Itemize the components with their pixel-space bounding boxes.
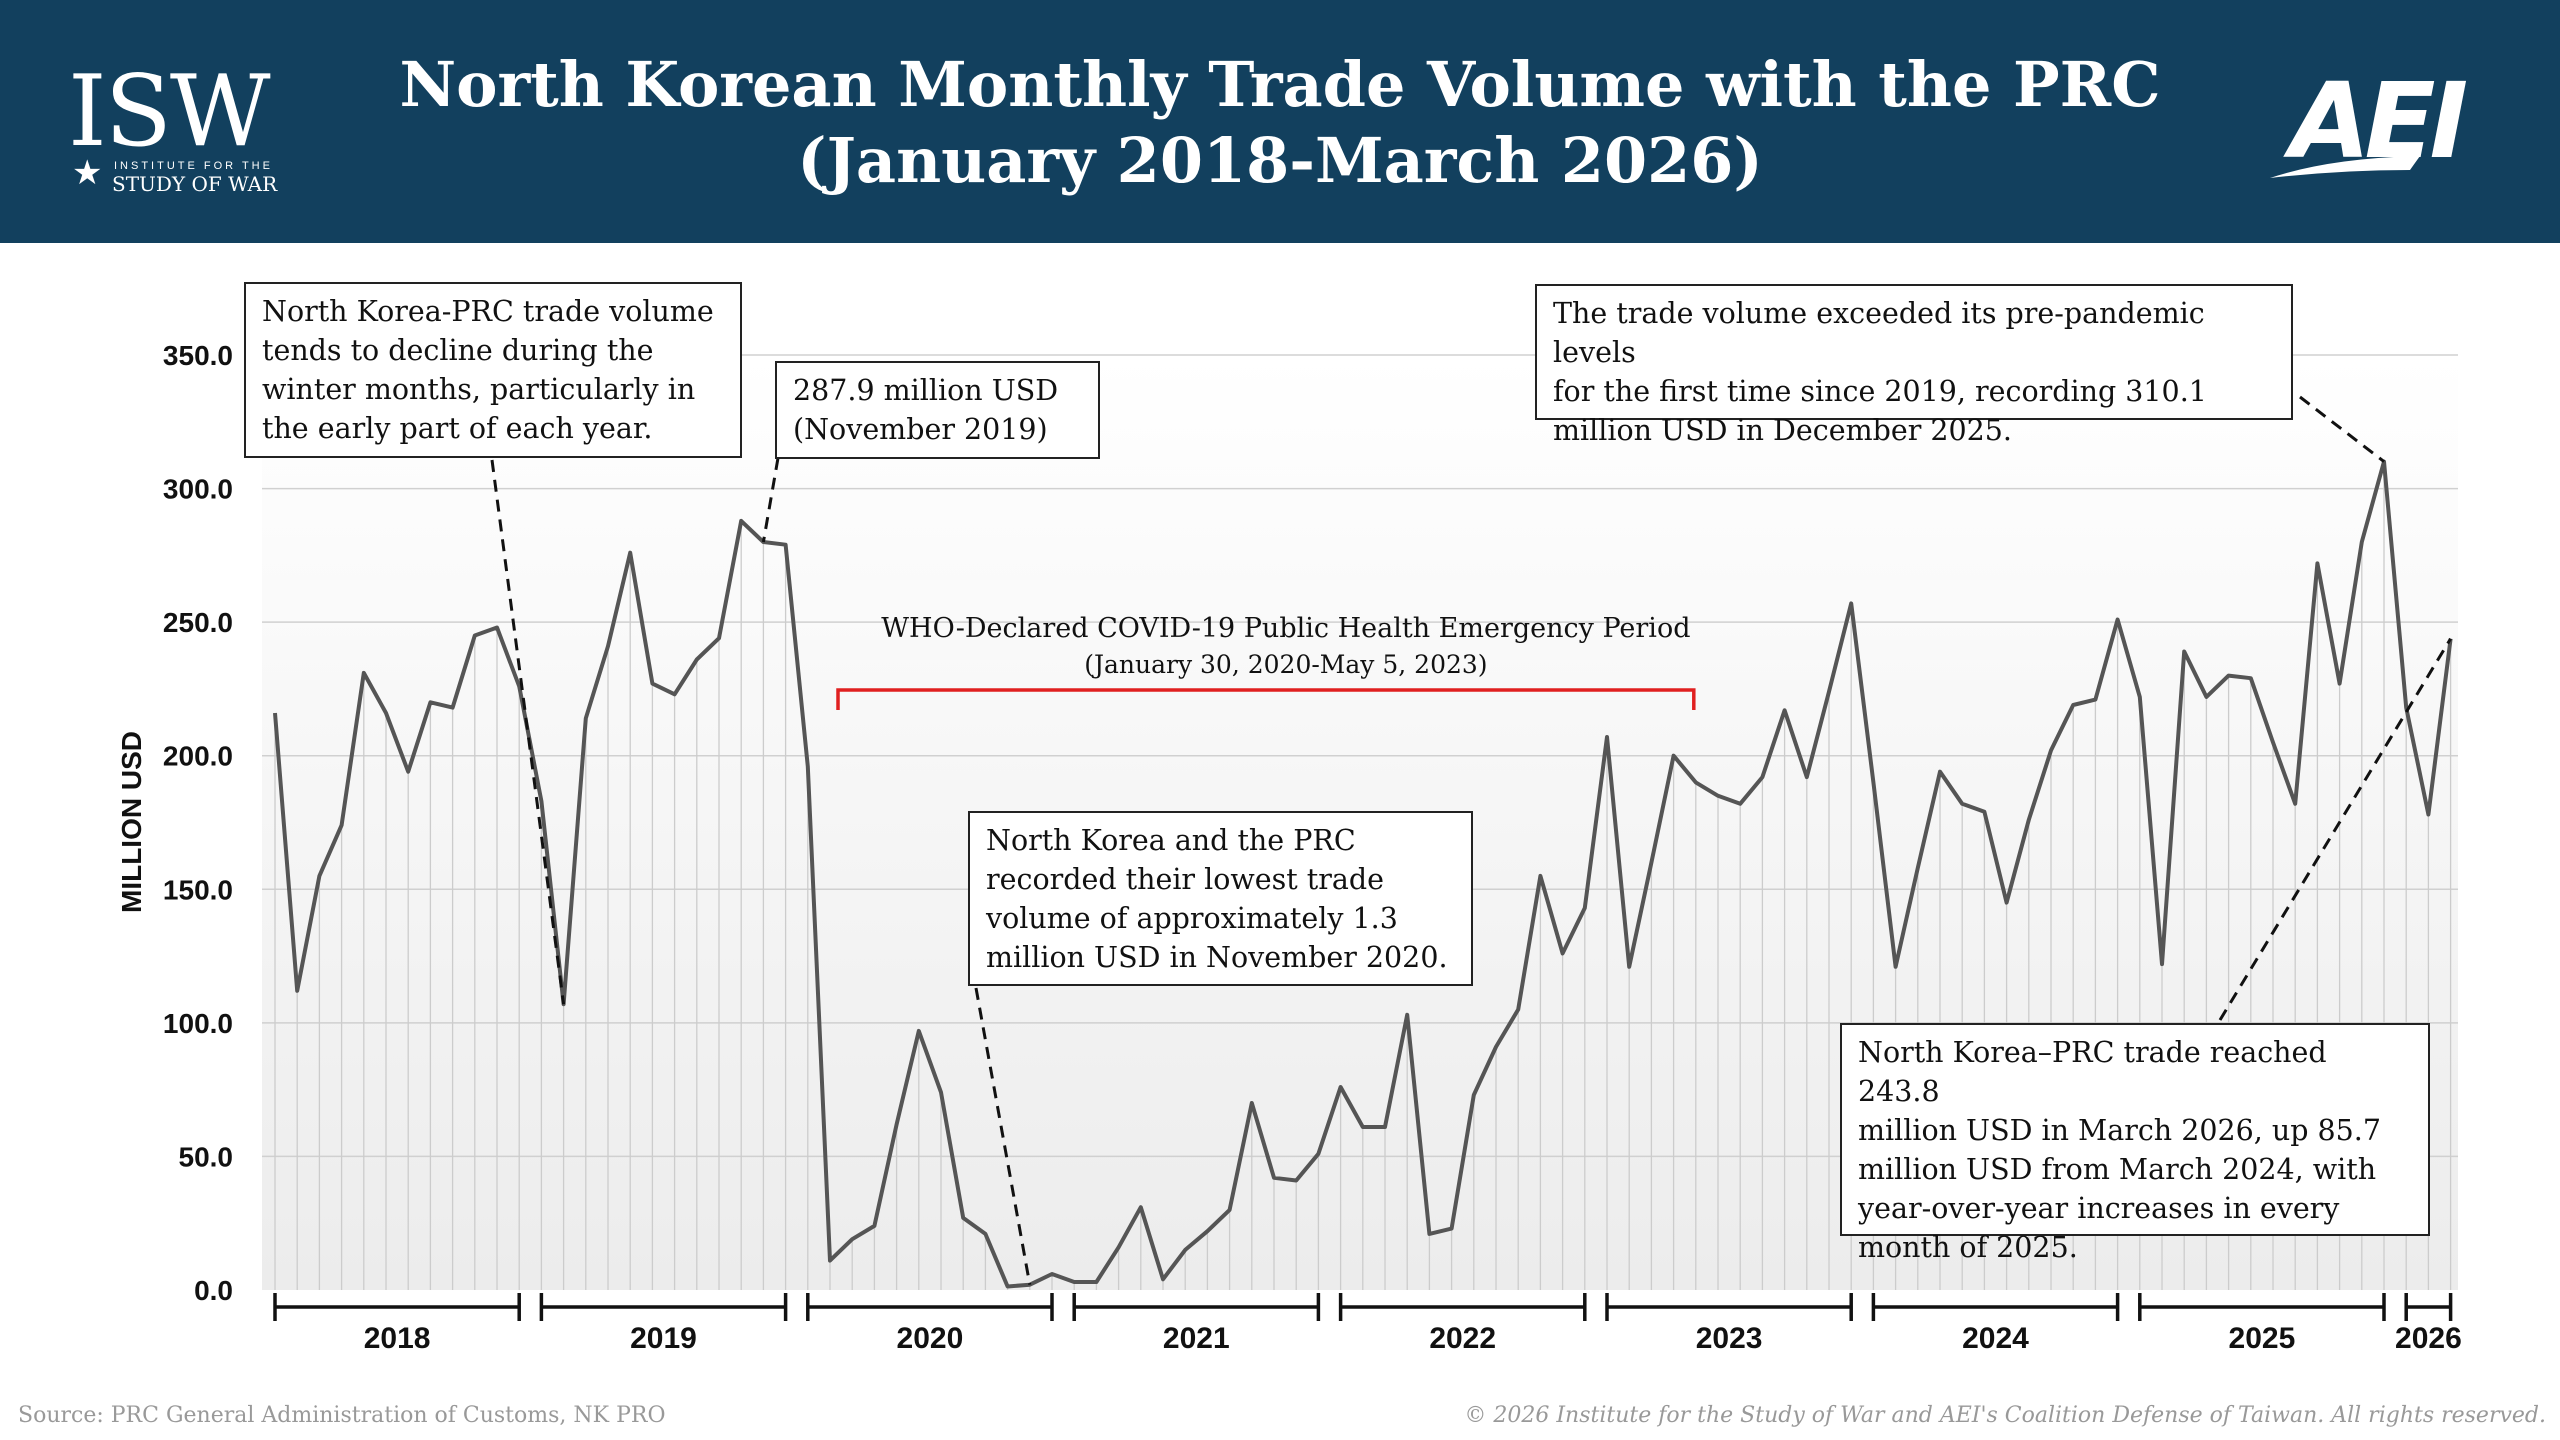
x-tick-label: 2024 (1962, 1322, 2029, 1355)
year-bracket (806, 1293, 1054, 1321)
aei-logo: AEI (2270, 60, 2510, 186)
leader-line (761, 457, 780, 543)
y-axis-label: MILLION USD (116, 731, 147, 913)
chart-title: North Korean Monthly Trade Volume with t… (399, 48, 2161, 121)
annotation-nov-2019: 287.9 million USD (November 2019) (775, 361, 1100, 459)
isw-logo: ISW ★ INSTITUTE FOR THE STUDY OF WAR (68, 55, 308, 196)
year-bracket (1871, 1293, 2120, 1321)
annotation-winter-decline: North Korea-PRC trade volume tends to de… (244, 282, 742, 458)
y-tick-label: 150.0 (163, 874, 233, 905)
y-tick-label: 50.0 (179, 1141, 234, 1172)
isw-logo-subtitle-2: STUDY OF WAR (112, 172, 278, 196)
swoosh-icon (2270, 156, 2420, 178)
header-banner: ISW ★ INSTITUTE FOR THE STUDY OF WAR Nor… (0, 0, 2560, 243)
covid-bracket-line (836, 688, 1696, 710)
x-tick-label: 2019 (630, 1322, 697, 1355)
copyright-note: © 2026 Institute for the Study of War an… (1464, 1403, 2546, 1428)
x-tick-label: 2023 (1696, 1322, 1763, 1355)
annotation-lowest-volume: North Korea and the PRC recorded their l… (968, 811, 1473, 986)
leader-line (490, 459, 566, 1005)
x-tick-label: 2020 (897, 1322, 964, 1355)
isw-logo-subtitle: INSTITUTE FOR THE (114, 160, 273, 172)
x-tick-label: 2021 (1163, 1322, 1230, 1355)
year-bracket (1338, 1293, 1587, 1321)
y-tick-label: 350.0 (163, 340, 233, 371)
x-axis: 2018 2019 2020 2021 2022 2023 2024 2025 2026 (273, 1293, 2462, 1355)
year-bracket (539, 1293, 788, 1321)
leader-line (2218, 637, 2452, 1021)
y-tick-label: 300.0 (163, 474, 233, 505)
x-tick-label: 2018 (364, 1322, 431, 1355)
x-tick-label: 2026 (2395, 1322, 2462, 1355)
x-tick-label: 2025 (2229, 1322, 2296, 1355)
covid-period-dates: (January 30, 2020-May 5, 2023) (1084, 650, 1487, 679)
y-tick-label: 250.0 (163, 607, 233, 638)
star-icon: ★ (72, 154, 103, 192)
leader-line (974, 987, 1032, 1285)
year-bracket (2138, 1293, 2386, 1321)
x-tick-label: 2022 (1429, 1322, 1496, 1355)
series-line (273, 459, 2453, 1289)
annotation-leaders (490, 395, 2452, 1285)
year-bracket (2404, 1293, 2453, 1321)
y-axis: 0.0 50.0 100.0 150.0 200.0 250.0 300.0 350.0 (163, 340, 233, 1306)
year-bracket (1605, 1293, 1853, 1321)
y-tick-label: 200.0 (163, 741, 233, 772)
chart-subtitle: (January 2018-March 2026) (797, 124, 1763, 197)
isw-logo-mark: ISW (68, 55, 271, 169)
y-tick-label: 0.0 (194, 1275, 233, 1306)
annotation-mar-2026: North Korea–PRC trade reached 243.8 mill… (1840, 1023, 2430, 1264)
covid-period-bracket (836, 688, 1696, 710)
year-bracket (1072, 1293, 1321, 1321)
aei-logo-mark: AEI (2290, 60, 2468, 182)
annotation-dec-2025: The trade volume exceeded its pre-pandem… (1535, 284, 2293, 447)
source-note: Source: PRC General Administration of Cu… (18, 1403, 666, 1428)
year-bracket (273, 1293, 521, 1321)
y-tick-label: 100.0 (163, 1008, 233, 1039)
covid-period-label: WHO-Declared COVID-19 Public Health Emer… (881, 613, 1690, 644)
leader-line (2299, 395, 2385, 463)
